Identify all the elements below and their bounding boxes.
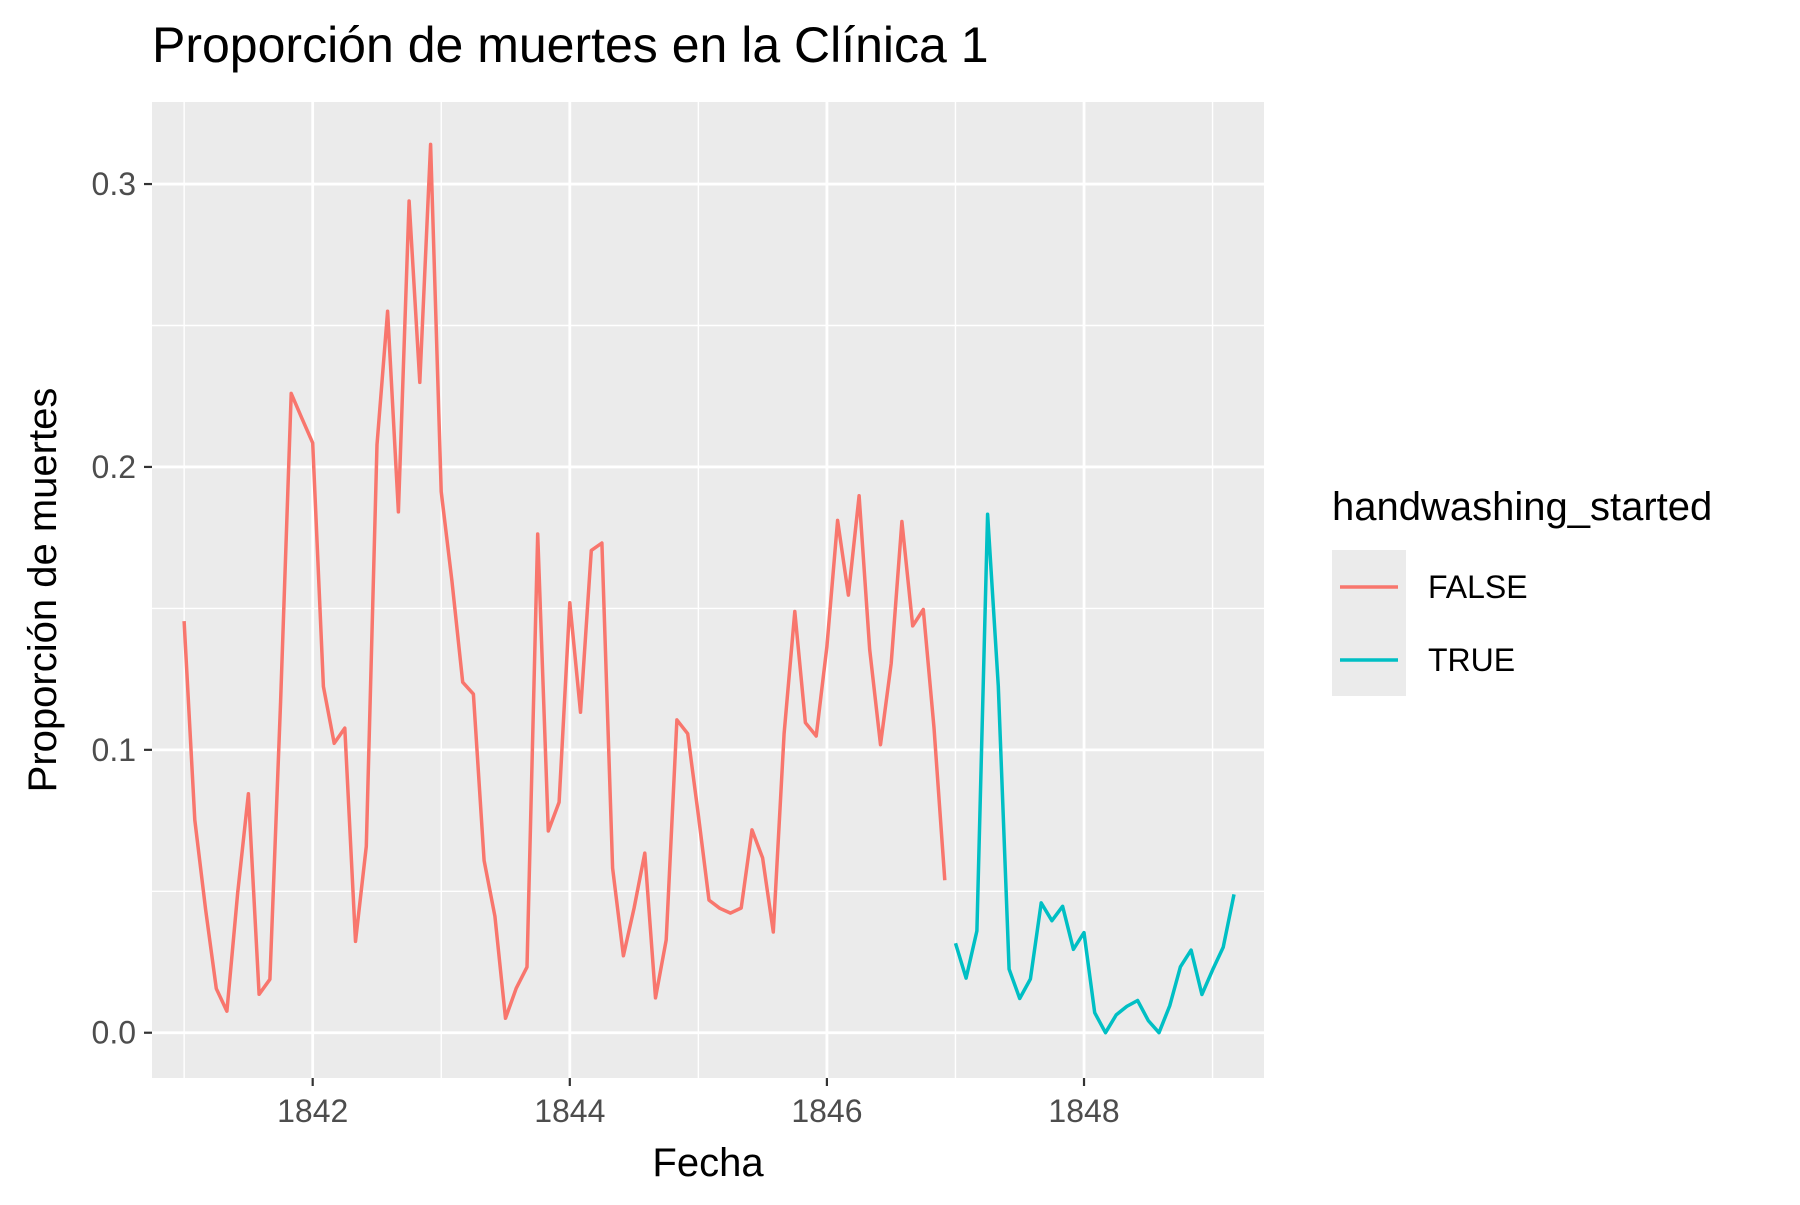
- x-axis: 1842 1844 1846 1848: [277, 1078, 1120, 1129]
- legend-key-background: [1332, 550, 1406, 696]
- plot-panel: [152, 102, 1264, 1078]
- legend-label-false: FALSE: [1428, 569, 1528, 605]
- x-tick-label: 1846: [791, 1093, 862, 1129]
- y-tick-label: 0.3: [92, 166, 136, 202]
- y-axis: 0.0 0.1 0.2 0.3: [92, 166, 152, 1051]
- major-gridlines: [152, 102, 1264, 1078]
- series-line-true: [953, 512, 1236, 1035]
- x-tick-label: 1844: [534, 1093, 605, 1129]
- legend-title: handwashing_started: [1332, 485, 1712, 529]
- legend-label-true: TRUE: [1428, 642, 1515, 678]
- chart-title: Proporción de muertes en la Clínica 1: [152, 17, 989, 73]
- x-tick-label: 1848: [1048, 1093, 1119, 1129]
- y-tick-label: 0.2: [92, 449, 136, 485]
- series-line-false: [182, 142, 947, 1021]
- legend: handwashing_started FALSE TRUE: [1332, 485, 1712, 696]
- y-tick-label: 0.0: [92, 1015, 136, 1051]
- series-lines: [182, 142, 1236, 1035]
- x-tick-label: 1842: [277, 1093, 348, 1129]
- y-tick-label: 0.1: [92, 732, 136, 768]
- y-axis-title: Proporción de muertes: [21, 388, 65, 793]
- x-axis-title: Fecha: [652, 1141, 764, 1185]
